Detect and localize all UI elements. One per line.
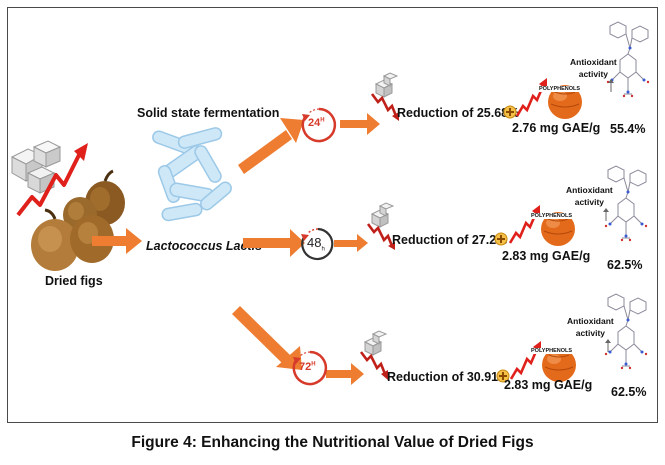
arrow-24h-to-result (340, 113, 380, 135)
plus-icon-72h (496, 369, 510, 383)
figure-frame (7, 7, 658, 423)
sugar-decrease-icon-72h (359, 330, 388, 380)
sugar-decrease-icon-48h (366, 202, 395, 250)
increase-arrow-icon (16, 143, 88, 217)
sugar-decrease-icon-24h (370, 72, 399, 121)
antioxidant-label-72h: Antioxidant activity (567, 316, 614, 338)
gae-value-48h: 2.83 mg GAE/g (502, 249, 591, 263)
antioxidant-pct-24h: 55.4% (610, 122, 646, 136)
polyphenols-label-24h: POLYPHENOLS (538, 86, 582, 92)
reduction-label-48h: Reduction of 27.2% (392, 233, 508, 247)
antioxidant-molecule-icon-48h (604, 165, 648, 242)
polyphenols-icon-24h (515, 78, 582, 119)
arrow-figs-to-fermentation (92, 228, 142, 254)
clock-24h-icon (301, 107, 337, 143)
antioxidant-arrow-icon-48h (603, 208, 609, 221)
reduction-label-24h: Reduction of 25.68% (397, 106, 520, 120)
clock-48h-icon (301, 227, 334, 261)
bacteria-icon (152, 127, 232, 222)
antioxidant-arrow-icon-24h (608, 79, 614, 92)
dried-figs-label: Dried figs (45, 274, 103, 288)
clock-24h-label: 24H (308, 117, 325, 129)
organism-label: Lactococcus Lactis (146, 239, 263, 253)
arrow-to-48h (243, 229, 305, 257)
plus-icon-48h (494, 232, 508, 246)
sugar-cubes-icon (10, 140, 62, 194)
gae-value-24h: 2.76 mg GAE/g (512, 121, 601, 135)
clock-72h-icon (292, 350, 328, 386)
clock-48h-label: 48h (307, 235, 325, 253)
process-label: Solid state fermentation (137, 106, 280, 120)
arrow-48h-to-result (334, 234, 368, 252)
polyphenols-label-48h: POLYPHENOLS (530, 213, 574, 219)
plus-icon-24h (503, 105, 517, 119)
figure-caption: Figure 4: Enhancing the Nutritional Valu… (131, 434, 534, 451)
clock-72h-label: 72H (299, 361, 316, 373)
antioxidant-label-24h: Antioxidant activity (570, 57, 617, 79)
antioxidant-arrow-icon-72h (605, 339, 611, 352)
gae-value-72h: 2.83 mg GAE/g (504, 378, 593, 392)
polyphenols-label-72h: POLYPHENOLS (530, 348, 574, 354)
antioxidant-label-48h: Antioxidant activity (566, 185, 613, 207)
antioxidant-pct-48h: 62.5% (607, 258, 643, 272)
antioxidant-molecule-icon-72h (604, 293, 648, 370)
antioxidant-molecule-icon-24h (606, 21, 650, 98)
antioxidant-pct-72h: 62.5% (611, 385, 647, 399)
arrow-72h-to-result (326, 363, 364, 385)
arrow-to-24h (238, 118, 304, 174)
reduction-label-72h: Reduction of 30.91% (387, 370, 510, 384)
